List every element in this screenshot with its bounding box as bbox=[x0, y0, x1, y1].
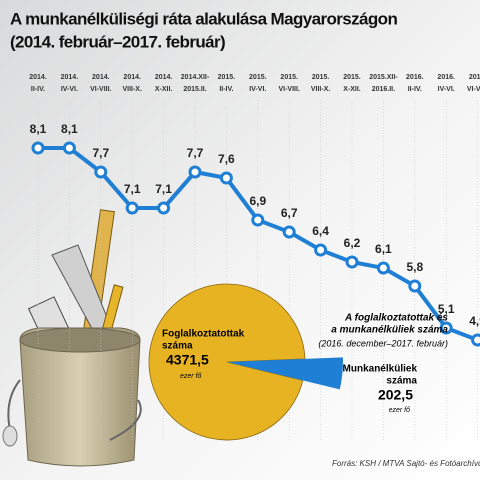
x-tick-label: 2016. bbox=[406, 74, 424, 81]
pie-unit: ezer fő bbox=[389, 407, 411, 414]
x-tick-label: 2015. bbox=[343, 74, 361, 81]
pie-value: 4371,5 bbox=[166, 352, 209, 368]
x-tick-label: 2015.II. bbox=[183, 86, 206, 93]
x-tick-label: 2014. bbox=[155, 74, 173, 81]
x-tick-label: II-IV. bbox=[219, 86, 233, 93]
value-label: 7,7 bbox=[92, 146, 109, 160]
x-tick-label: 2014. bbox=[123, 74, 141, 81]
point bbox=[282, 225, 296, 239]
pie-label: Foglalkoztatottak bbox=[162, 329, 245, 340]
point bbox=[125, 201, 139, 215]
point bbox=[219, 171, 233, 185]
value-label: 6,2 bbox=[344, 236, 361, 250]
x-tick-label: X-XII. bbox=[343, 86, 361, 93]
x-tick-label: 2015. bbox=[312, 74, 330, 81]
source: Forrás: KSH / MTVA Sajtó- és Fotóarchívu… bbox=[332, 459, 480, 468]
pie-value: 202,5 bbox=[378, 387, 413, 403]
point bbox=[376, 261, 390, 275]
x-tick-label: IV-VI. bbox=[249, 86, 266, 93]
point bbox=[439, 321, 453, 335]
point bbox=[251, 213, 265, 227]
x-tick-label: II-IV. bbox=[408, 86, 422, 93]
point bbox=[188, 165, 202, 179]
x-tick-label: X-XII. bbox=[155, 86, 173, 93]
value-label: 8,1 bbox=[30, 122, 47, 136]
illustration bbox=[2, 209, 142, 467]
pie-label: száma bbox=[162, 341, 193, 352]
point bbox=[157, 201, 171, 215]
x-tick-label: VIII-X. bbox=[311, 86, 331, 93]
x-tick-label: 2016. bbox=[437, 74, 455, 81]
x-tick-label: VI-VIII. bbox=[90, 86, 111, 93]
value-label: 6,1 bbox=[375, 242, 392, 256]
pie-title: A foglalkoztatottak és bbox=[344, 313, 448, 324]
pie-slice bbox=[227, 357, 343, 390]
pie-title: a munkanélküliek száma bbox=[331, 325, 448, 336]
subtitle: (2014. február–2017. február) bbox=[10, 32, 225, 51]
pie-label: száma bbox=[386, 376, 417, 387]
x-tick-label: 2014. bbox=[29, 74, 47, 81]
point bbox=[408, 279, 422, 293]
value-label: 6,7 bbox=[281, 206, 298, 220]
x-tick-label: 2016.II. bbox=[372, 86, 395, 93]
value-label: 7,6 bbox=[218, 152, 235, 166]
x-tick-label: II-IV. bbox=[31, 86, 45, 93]
x-tick-label: 2015. bbox=[249, 74, 267, 81]
x-tick-label: 2014. bbox=[92, 74, 110, 81]
x-tick-label: 2015. bbox=[280, 74, 298, 81]
x-tick-label: IV-VI. bbox=[61, 86, 78, 93]
point bbox=[314, 243, 328, 257]
pie-subtitle: (2016. december–2017. február) bbox=[318, 338, 448, 348]
value-label: 6,4 bbox=[312, 224, 329, 238]
point bbox=[345, 255, 359, 269]
value-label: 8,1 bbox=[61, 122, 78, 136]
x-tick-label: VIII-X. bbox=[122, 86, 142, 93]
value-label: 7,7 bbox=[187, 146, 204, 160]
x-tick-label: 2015.XII- bbox=[369, 74, 398, 81]
x-tick-label: IV-VI. bbox=[438, 86, 455, 93]
value-label: 7,1 bbox=[155, 182, 172, 196]
x-tick-label: VI-VIII. bbox=[278, 86, 299, 93]
point bbox=[62, 141, 76, 155]
x-tick-label: VI-VIII. bbox=[467, 86, 480, 93]
x-tick-label: 2016. bbox=[469, 74, 480, 81]
x-tick-label: 2014.XII- bbox=[181, 74, 210, 81]
value-label: 5,8 bbox=[406, 260, 423, 274]
title: A munkanélküliségi ráta alakulása Magyar… bbox=[10, 9, 397, 28]
point bbox=[31, 141, 45, 155]
value-label: 4,9 bbox=[469, 314, 480, 328]
pie-unit: ezer fő bbox=[180, 373, 202, 380]
pie-slice bbox=[148, 283, 306, 441]
x-tick-label: 2014. bbox=[61, 74, 79, 81]
point bbox=[471, 333, 480, 347]
x-tick-label: 2015. bbox=[218, 74, 236, 81]
value-label: 6,9 bbox=[249, 194, 266, 208]
point bbox=[94, 165, 108, 179]
pie-label: Munkanélküliek bbox=[343, 364, 418, 375]
value-label: 7,1 bbox=[124, 182, 141, 196]
value-label: 5,1 bbox=[438, 302, 455, 316]
